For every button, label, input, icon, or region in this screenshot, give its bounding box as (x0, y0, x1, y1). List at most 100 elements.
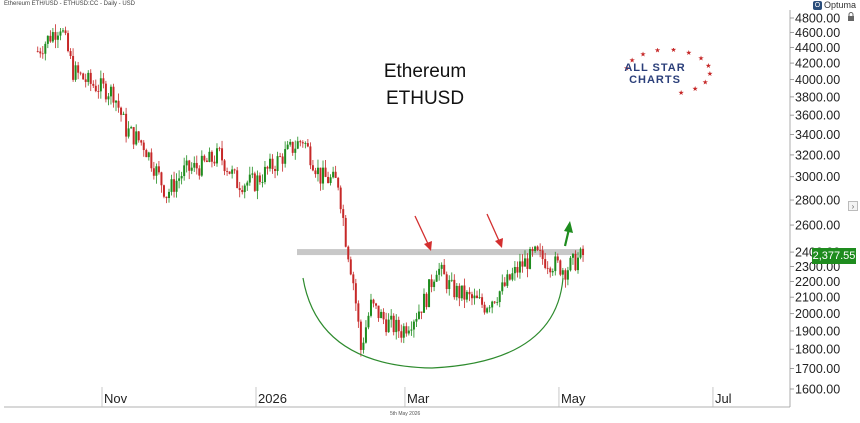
scroll-right-button[interactable]: › (848, 201, 858, 211)
candle-body (130, 127, 133, 129)
candle (571, 253, 574, 265)
candle (473, 288, 476, 305)
candle-body (299, 141, 302, 143)
candle-body (397, 319, 400, 332)
candle-body (274, 168, 277, 172)
candle-body (387, 319, 390, 333)
candle (539, 243, 542, 258)
y-tick-label: 1900.00 (795, 324, 840, 338)
candle-body (369, 299, 372, 316)
candle (200, 150, 203, 177)
candle (549, 266, 552, 278)
candle-body (205, 160, 208, 162)
candle-body (223, 160, 226, 172)
candle-body (569, 257, 572, 271)
candle (142, 140, 145, 157)
candle (405, 322, 408, 337)
candle-body (486, 308, 489, 313)
candle-body (498, 291, 501, 303)
candle-body (175, 180, 178, 192)
candle-body (392, 315, 395, 333)
candle (218, 146, 221, 152)
chart-title-line2: ETHUSD (385, 88, 465, 109)
candle-body (248, 174, 251, 183)
candle-body (347, 246, 350, 260)
candle-body (208, 151, 211, 162)
candle (162, 184, 165, 199)
candle-body (261, 182, 264, 183)
y-tick-label: 4000.00 (795, 73, 840, 87)
candle (82, 72, 85, 80)
candle-body (322, 167, 325, 184)
candle (470, 291, 473, 306)
y-tick-label: 1700.00 (795, 362, 840, 376)
candle (193, 156, 196, 172)
candle (420, 311, 423, 320)
candle-body (233, 169, 236, 171)
candle-body (458, 285, 461, 299)
candle (291, 141, 294, 156)
y-tick-label: 3400.00 (795, 128, 840, 142)
candle (493, 300, 496, 304)
candle-body (284, 149, 287, 164)
candle-body (183, 165, 186, 177)
candle (122, 111, 125, 116)
candle-body (200, 155, 203, 176)
candle (460, 285, 463, 301)
candle-body (228, 171, 231, 174)
candle-body (281, 156, 284, 164)
candle-body (269, 158, 271, 169)
candle (61, 28, 64, 33)
candle (334, 165, 337, 179)
candle (392, 313, 395, 336)
candle (135, 124, 138, 146)
candle-body (324, 167, 327, 177)
candle (99, 70, 102, 99)
candle-body (405, 326, 408, 334)
candle (564, 268, 567, 288)
lock-icon[interactable] (847, 12, 855, 21)
candle (463, 278, 466, 309)
candle-body (127, 128, 130, 137)
candle-body (276, 156, 279, 172)
candle (64, 26, 67, 36)
candle (251, 166, 254, 179)
candle (322, 160, 325, 190)
candle (400, 324, 403, 343)
candle-body (577, 257, 579, 271)
candle (36, 46, 39, 53)
footer-date: 5th May 2026 (390, 411, 421, 417)
candle-body (334, 171, 337, 178)
candle (195, 155, 198, 175)
candle (183, 157, 186, 181)
green-up-arrow (563, 221, 573, 247)
candle (423, 288, 425, 313)
candle (125, 107, 128, 143)
candle (569, 255, 572, 272)
y-tick-label: 4600.00 (795, 26, 840, 40)
candle (236, 167, 239, 189)
candle (44, 41, 47, 61)
candle-body (266, 166, 269, 169)
candle-body (523, 258, 526, 267)
candle-body (473, 295, 476, 299)
candle-body (549, 268, 552, 273)
candle (120, 106, 123, 122)
candle (173, 171, 176, 198)
candle-body (135, 131, 138, 145)
candle (59, 27, 62, 41)
candle-body (190, 167, 193, 171)
candle-body (64, 30, 67, 34)
candle (529, 246, 532, 270)
candle-body (253, 173, 256, 191)
candle (203, 154, 206, 163)
candle (546, 261, 549, 275)
y-tick-label: 4200.00 (795, 57, 840, 71)
candle-body (364, 327, 367, 343)
candle-body (506, 274, 509, 286)
candle-body (291, 141, 294, 153)
candle-body (556, 256, 559, 261)
candle-body (142, 142, 145, 151)
candle (115, 100, 117, 112)
candle-body (79, 72, 82, 74)
